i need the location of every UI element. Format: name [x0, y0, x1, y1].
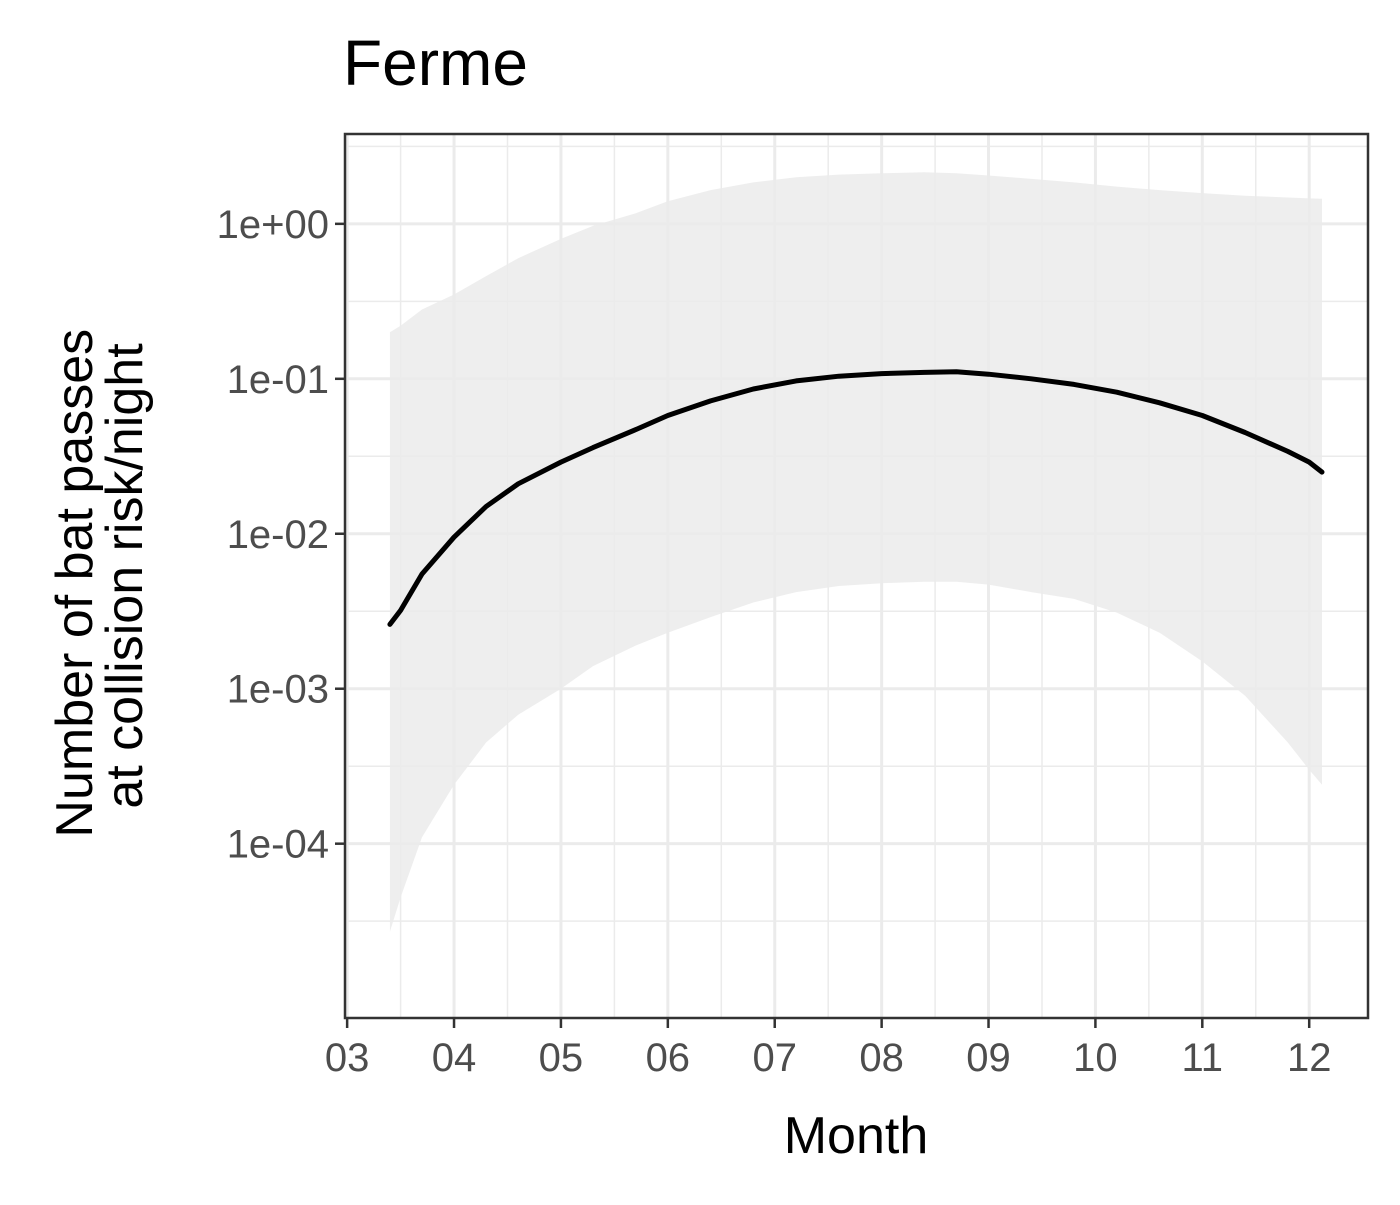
y-tick-label: 1e-04	[227, 823, 329, 867]
y-axis-title-line-1: Number of bat passes	[46, 329, 104, 838]
x-tick-label: 05	[539, 1036, 584, 1080]
chart-title: Ferme	[343, 27, 528, 99]
x-tick-label: 11	[1182, 1036, 1224, 1080]
x-tick-label: 03	[325, 1036, 370, 1080]
x-tick-label: 06	[646, 1036, 691, 1080]
y-tick-label: 1e-03	[227, 668, 329, 712]
x-tick-label: 04	[432, 1036, 477, 1080]
series-line	[387, 369, 1325, 627]
x-tick-label: 09	[966, 1036, 1011, 1080]
confidence-ribbon	[389, 172, 1322, 932]
x-tick-label: 12	[1287, 1036, 1332, 1080]
y-axis-title-line-2: at collision risk/night	[96, 343, 154, 809]
x-tick-label: 10	[1073, 1036, 1118, 1080]
y-tick-label: 1e+00	[217, 203, 329, 247]
x-axis-title: Month	[784, 1107, 929, 1165]
x-tick-label: 07	[752, 1036, 797, 1080]
y-axis-title: Number of bat passes at collision risk/n…	[46, 314, 154, 837]
x-axis: 03 04 05 06 07 08 09 10 11 12	[325, 1018, 1332, 1080]
y-tick-label: 1e-02	[227, 513, 329, 557]
x-tick-label: 08	[859, 1036, 904, 1080]
y-tick-label: 1e-01	[227, 358, 329, 402]
y-axis: 1e-04 1e-03 1e-02 1e-01 1e+00	[217, 203, 345, 867]
plot-panel-border	[343, 132, 1370, 1020]
